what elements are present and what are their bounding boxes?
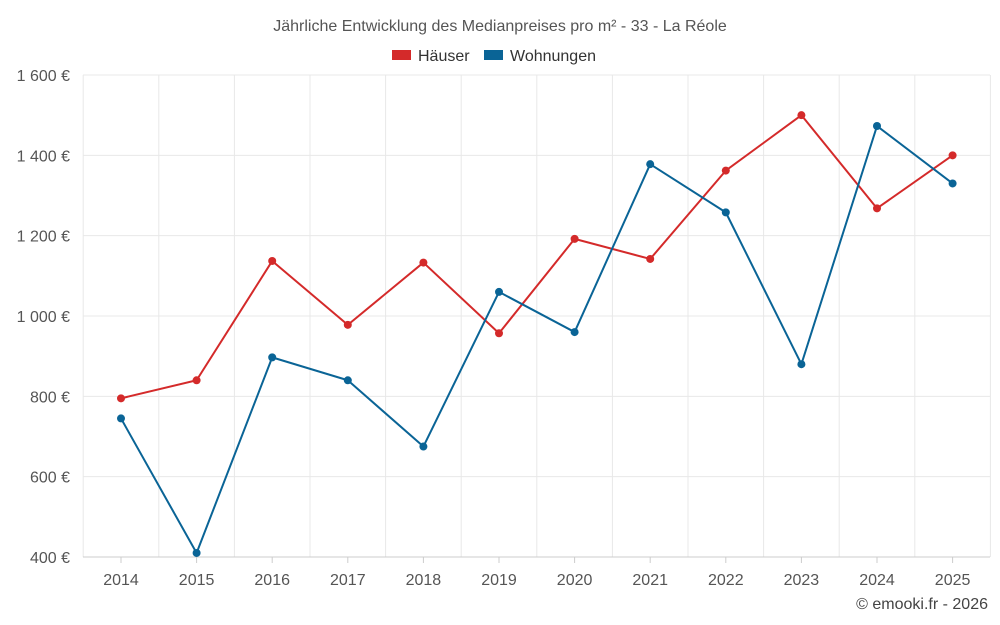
data-point-wohnungen[interactable] xyxy=(797,360,806,369)
y-tick-label: 400 € xyxy=(30,550,70,567)
legend-label: Häuser xyxy=(418,48,470,65)
data-point-h-user[interactable] xyxy=(268,256,277,265)
data-point-h-user[interactable] xyxy=(419,258,428,267)
chart-title: Jährliche Entwicklung des Medianpreises … xyxy=(273,18,727,35)
data-point-wohnungen[interactable] xyxy=(495,287,503,296)
data-point-h-user[interactable] xyxy=(570,234,579,243)
legend-swatch xyxy=(392,50,411,60)
x-tick-label: 2014 xyxy=(103,572,139,589)
x-tick-label: 2019 xyxy=(481,572,517,589)
y-tick-label: 1 200 € xyxy=(17,229,70,246)
data-point-h-user[interactable] xyxy=(797,111,806,120)
series-group xyxy=(117,111,957,557)
y-tick-label: 1 600 € xyxy=(17,68,70,85)
data-point-wohnungen[interactable] xyxy=(268,353,277,362)
legend-swatch xyxy=(484,50,503,60)
data-point-wohnungen[interactable] xyxy=(721,208,730,217)
x-tick-label: 2024 xyxy=(859,572,895,589)
data-point-wohnungen[interactable] xyxy=(646,160,655,169)
legend: Häuser Wohnungen xyxy=(392,48,596,65)
y-tick-label: 1 400 € xyxy=(17,148,70,165)
y-tick-label: 800 € xyxy=(30,389,70,406)
x-tick-label: 2015 xyxy=(179,572,215,589)
data-point-h-user[interactable] xyxy=(117,394,125,403)
x-tick-label: 2016 xyxy=(254,572,290,589)
y-axis-ticks: 400 € 600 € 800 € 1 000 € 1 200 € 1 400 € 1 60… xyxy=(17,68,70,567)
series-line-h-user xyxy=(120,114,954,400)
data-point-wohnungen[interactable] xyxy=(343,376,352,385)
data-point-h-user[interactable] xyxy=(343,320,352,329)
data-point-h-user[interactable] xyxy=(873,204,881,213)
x-axis-ticks: 2014 2015 2016 2017 2018 2019 2020 2021 2022 2023… xyxy=(103,557,970,589)
x-tick-label: 2021 xyxy=(632,572,668,589)
x-tick-label: 2023 xyxy=(784,572,820,589)
y-tick-label: 1 000 € xyxy=(17,309,70,326)
data-point-h-user[interactable] xyxy=(646,254,655,263)
data-point-h-user[interactable] xyxy=(948,151,957,160)
y-tick-label: 600 € xyxy=(30,470,70,487)
x-tick-label: 2025 xyxy=(935,572,971,589)
legend-item-wohnungen[interactable]: Wohnungen xyxy=(484,48,596,65)
credit-text: © emooki.fr - 2026 xyxy=(856,596,988,613)
legend-item-h-user[interactable]: Häuser xyxy=(392,48,470,65)
data-point-wohnungen[interactable] xyxy=(570,328,579,337)
legend-label: Wohnungen xyxy=(510,48,596,65)
data-point-h-user[interactable] xyxy=(721,166,730,175)
series-line-wohnungen xyxy=(120,125,954,554)
x-tick-label: 2022 xyxy=(708,572,744,589)
data-point-wohnungen[interactable] xyxy=(419,442,428,451)
data-point-wohnungen[interactable] xyxy=(117,414,125,423)
data-point-h-user[interactable] xyxy=(495,329,503,338)
x-tick-label: 2020 xyxy=(557,572,593,589)
data-point-wohnungen[interactable] xyxy=(192,548,201,557)
data-point-h-user[interactable] xyxy=(192,376,201,385)
x-tick-label: 2018 xyxy=(406,572,442,589)
data-point-wohnungen[interactable] xyxy=(948,179,957,188)
data-point-wohnungen[interactable] xyxy=(873,122,881,131)
x-tick-label: 2017 xyxy=(330,572,366,589)
